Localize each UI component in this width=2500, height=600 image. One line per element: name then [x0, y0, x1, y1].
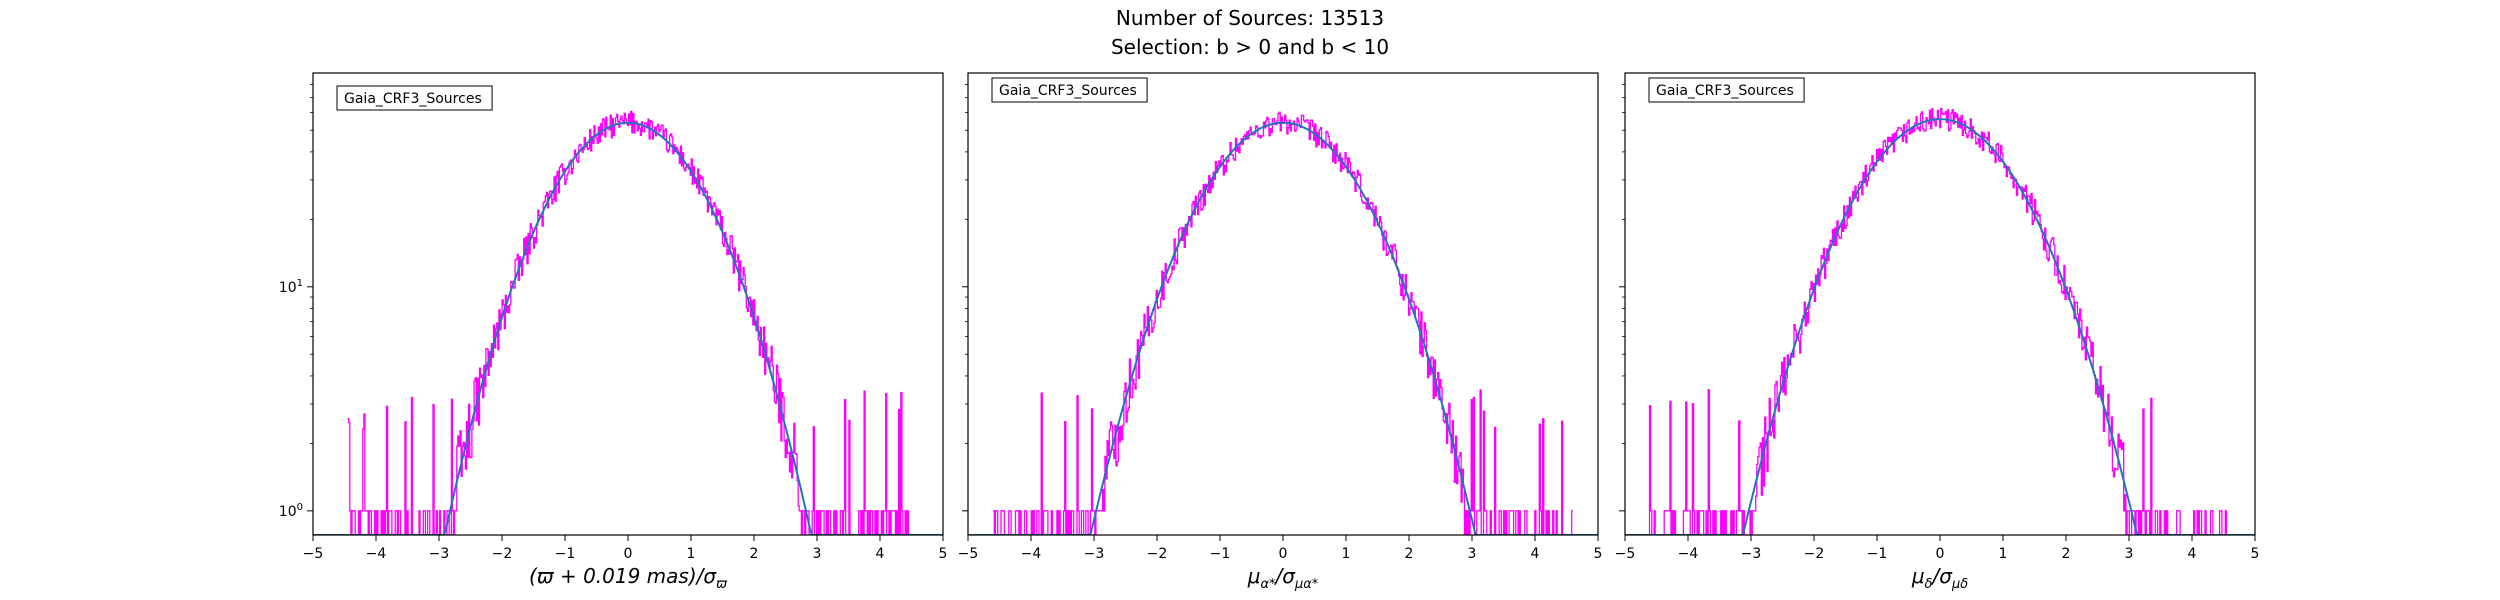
- histogram-series: [1643, 107, 2230, 535]
- x-tick-label: −2: [1804, 546, 1825, 562]
- figure-title: Number of Sources: 13513: [1115, 6, 1385, 30]
- x-tick-label: 0: [1279, 546, 1288, 562]
- gaussian-fit-curve: [968, 121, 1598, 535]
- x-tick-label: 2: [750, 546, 759, 562]
- x-tick-label: −5: [958, 546, 979, 562]
- gaussian-fit-curve: [313, 121, 943, 535]
- x-tick-label: 0: [624, 546, 633, 562]
- legend-label: Gaia_CRF3_Sources: [1656, 83, 1794, 99]
- legend-label: Gaia_CRF3_Sources: [999, 83, 1137, 99]
- x-tick-label: 5: [1594, 546, 1603, 562]
- x-tick-label: 4: [1531, 546, 1540, 562]
- histogram-series: [347, 110, 910, 535]
- legend-box: [336, 85, 493, 111]
- axes-frame: [967, 72, 1599, 536]
- x-tick-label: 4: [876, 546, 885, 562]
- panel-3: −5 −4 −3 −2 −1 0 1 2 3 4 5 Gaia_CRF3_Sources μδ/σμδ: [1615, 72, 2260, 592]
- y-tick-label: 100: [279, 502, 303, 520]
- legend-box: [991, 77, 1148, 103]
- x-tick-label: 2: [2062, 546, 2071, 562]
- x-tick-label: −3: [429, 546, 450, 562]
- x-tick-label: −2: [492, 546, 513, 562]
- x-tick-label: −3: [1741, 546, 1762, 562]
- y-tick-label: 101: [279, 278, 303, 296]
- x-tick-label: −4: [1678, 546, 1699, 562]
- x-axis-label: μα*/σμα*: [1247, 564, 1319, 592]
- x-tick-label: −1: [1867, 546, 1888, 562]
- x-tick-label: 1: [1999, 546, 2008, 562]
- panel-2: −5 −4 −3 −2 −1 0 1 2 3 4 5 Gaia_CRF3_Sources μα*/σμα…: [958, 72, 1603, 592]
- x-tick-label: −1: [1210, 546, 1231, 562]
- legend-label: Gaia_CRF3_Sources: [344, 91, 482, 107]
- x-tick-label: −1: [555, 546, 576, 562]
- x-tick-label: 0: [1936, 546, 1945, 562]
- x-tick-label: 5: [939, 546, 948, 562]
- legend-box: [1648, 77, 1805, 103]
- figure-subtitle: Selection: b > 0 and b < 10: [1110, 35, 1390, 59]
- x-tick-label: 4: [2188, 546, 2197, 562]
- axes-frame: [1624, 72, 2256, 536]
- x-tick-label: −3: [1084, 546, 1105, 562]
- x-tick-label: −5: [1615, 546, 1636, 562]
- x-tick-label: 5: [2251, 546, 2260, 562]
- x-tick-label: −5: [303, 546, 324, 562]
- x-tick-label: −4: [1021, 546, 1042, 562]
- x-tick-label: 3: [813, 546, 822, 562]
- x-tick-label: −4: [366, 546, 387, 562]
- x-tick-label: 3: [2125, 546, 2134, 562]
- x-tick-label: 2: [1405, 546, 1414, 562]
- x-tick-label: 1: [687, 546, 696, 562]
- gaussian-fit-curve: [1625, 118, 2255, 535]
- histogram-series: [993, 111, 1573, 535]
- panel-1: −5 −4 −3 −2 −1 0 1 2 3 4 5 100 101 Gaia_CRF3_Sources (…: [279, 72, 948, 592]
- x-axis-label: (ϖ + 0.019 mas)/σϖ: [529, 564, 728, 592]
- x-axis-label: μδ/σμδ: [1911, 564, 1968, 592]
- x-tick-label: −2: [1147, 546, 1168, 562]
- x-tick-label: 3: [1468, 546, 1477, 562]
- x-tick-label: 1: [1342, 546, 1351, 562]
